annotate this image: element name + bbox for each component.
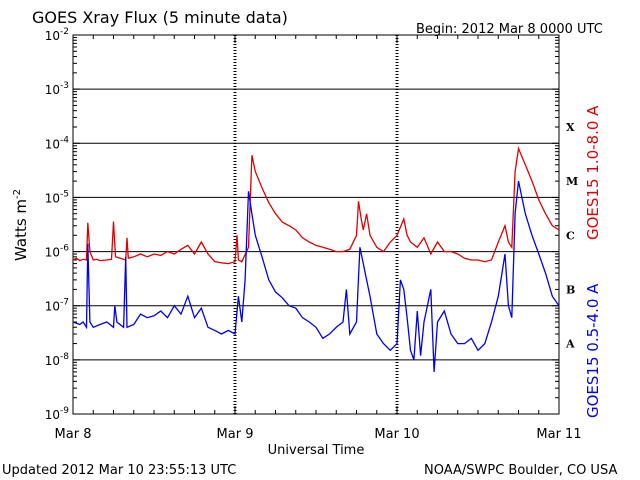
y-axis-label-text: Watts m — [12, 199, 30, 261]
y-tick-label-base: 10 — [45, 191, 60, 205]
y-axis-label: Watts m-2 — [12, 189, 30, 261]
flare-class-label: A — [565, 338, 575, 351]
y-tick-label-exponent: -6 — [60, 244, 69, 254]
x-tick-label: Mar 11 — [536, 427, 581, 442]
flare-class-label: M — [566, 175, 578, 188]
y-tick-label: 10-8 — [45, 352, 70, 368]
footer-updated: Updated 2012 Mar 10 23:55:13 UTC — [2, 463, 236, 478]
y-tick-label-base: 10 — [45, 83, 60, 97]
y-tick-label-exponent: -3 — [60, 81, 69, 91]
plot-frame — [72, 34, 560, 415]
flare-class-label: C — [566, 229, 575, 242]
x-axis-label: Universal Time — [268, 443, 365, 458]
y-tick-label-exponent: -9 — [60, 406, 69, 416]
y-tick-label-exponent: -2 — [60, 27, 69, 37]
y-tick-label: 10-5 — [45, 189, 69, 205]
y-tick-label: 10-7 — [45, 298, 69, 314]
x-tick-label: Mar 8 — [55, 427, 92, 442]
y-tick-label: 10-2 — [45, 27, 69, 43]
series-goes15-long-line — [72, 146, 560, 265]
y-tick-label: 10-3 — [45, 81, 69, 97]
y-tick-label-base: 10 — [45, 354, 60, 368]
series-goes15-short-line — [72, 180, 560, 372]
y-tick-label-exponent: -4 — [60, 135, 69, 145]
y-tick-label-base: 10 — [45, 246, 60, 260]
y-tick-label: 10-4 — [45, 135, 70, 151]
chart-title: GOES Xray Flux (5 minute data) — [32, 8, 288, 27]
y-tick-label-exponent: -7 — [60, 298, 69, 308]
footer-credit: NOAA/SWPC Boulder, CO USA — [424, 463, 617, 478]
flare-class-label: B — [566, 283, 575, 296]
y-tick-label-exponent: -8 — [60, 352, 69, 362]
y-tick-label: 10-6 — [45, 244, 70, 260]
y-tick-label-base: 10 — [45, 29, 60, 43]
legend-goes15-long: GOES15 1.0-8.0 A — [584, 105, 602, 240]
y-tick-label: 10-9 — [45, 406, 70, 422]
y-tick-label-exponent: -5 — [60, 189, 69, 199]
y-tick-label-base: 10 — [45, 137, 60, 151]
legend-goes15-short: GOES15 0.5-4.0 A — [584, 283, 602, 418]
x-tick-label: Mar 9 — [217, 427, 254, 442]
y-axis-label-exponent: -2 — [12, 189, 23, 199]
flare-class-label: X — [566, 121, 575, 134]
y-tick-label-base: 10 — [45, 408, 60, 422]
y-tick-label-base: 10 — [45, 300, 60, 314]
begin-label: Begin: 2012 Mar 8 0000 UTC — [416, 22, 603, 37]
plot-area: 10-210-310-410-510-610-710-810-9 Mar 8 Ma… — [45, 27, 582, 442]
x-tick-label: Mar 10 — [374, 427, 419, 442]
